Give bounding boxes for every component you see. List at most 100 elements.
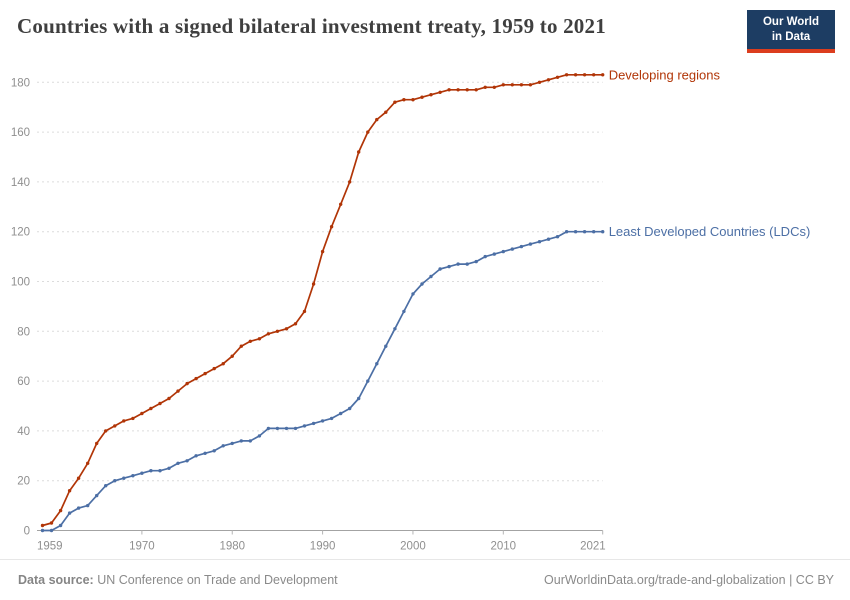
series-marker-least-developed-countries-ldcs-1965 — [95, 493, 99, 498]
series-marker-developing-regions-1990 — [320, 249, 325, 254]
x-axis-tick-label-2010: 2010 — [491, 541, 517, 553]
series-marker-developing-regions-2014 — [537, 80, 542, 85]
series-marker-developing-regions-2007 — [474, 88, 478, 92]
series-marker-least-developed-countries-ldcs-2016 — [555, 235, 560, 239]
series-marker-least-developed-countries-ldcs-1964 — [86, 503, 90, 508]
series-marker-least-developed-countries-ldcs-1970 — [140, 471, 144, 475]
series-line-developing-regions — [41, 73, 604, 527]
series-marker-developing-regions-1997 — [384, 110, 388, 114]
footer-citation: OurWorldinData.org/trade-and-globalizati… — [544, 573, 834, 587]
data-source-label: Data source: — [18, 573, 94, 587]
series-marker-developing-regions-1985 — [275, 329, 280, 333]
series-label-least-developed-countries-ldcs[interactable]: Least Developed Countries (LDCs) — [609, 224, 811, 239]
y-axis-tick-label-140: 140 — [11, 177, 30, 189]
series-marker-developing-regions-1981 — [239, 344, 243, 348]
series-marker-least-developed-countries-ldcs-1980 — [230, 441, 234, 446]
series-marker-developing-regions-1973 — [167, 396, 171, 401]
series-marker-least-developed-countries-ldcs-1990 — [320, 419, 325, 423]
y-axis-tick-label-160: 160 — [11, 127, 30, 139]
series-marker-developing-regions-2017 — [564, 73, 569, 77]
series-marker-developing-regions-1987 — [293, 322, 298, 326]
series-marker-least-developed-countries-ldcs-1992 — [339, 411, 343, 416]
series-marker-least-developed-countries-ldcs-1991 — [329, 416, 334, 421]
series-marker-least-developed-countries-ldcs-1966 — [104, 484, 108, 488]
series-label-developing-regions[interactable]: Developing regions — [609, 67, 721, 82]
chart-footer: Data source: UN Conference on Trade and … — [0, 559, 850, 600]
chart-title: Countries with a signed bilateral invest… — [17, 14, 606, 38]
series-marker-least-developed-countries-ldcs-1999 — [402, 309, 406, 314]
series-marker-least-developed-countries-ldcs-1971 — [149, 469, 153, 473]
series-marker-developing-regions-1984 — [266, 332, 271, 336]
series-marker-least-developed-countries-ldcs-2014 — [537, 240, 542, 244]
owid-url-link[interactable]: OurWorldinData.org/trade-and-globalizati… — [544, 573, 786, 587]
y-axis-tick-label-80: 80 — [17, 326, 30, 338]
series-marker-developing-regions-2004 — [447, 88, 451, 92]
series-marker-least-developed-countries-ldcs-1978 — [212, 449, 216, 453]
series-marker-least-developed-countries-ldcs-2007 — [474, 259, 478, 264]
series-marker-developing-regions-1970 — [140, 411, 144, 416]
series-marker-least-developed-countries-ldcs-1977 — [203, 451, 207, 455]
series-marker-developing-regions-1971 — [149, 406, 153, 411]
series-marker-developing-regions-1963 — [76, 476, 81, 480]
owid-logo[interactable]: Our World in Data — [747, 10, 835, 53]
series-marker-least-developed-countries-ldcs-1989 — [311, 421, 316, 426]
series-marker-least-developed-countries-ldcs-1996 — [375, 362, 379, 366]
series-marker-least-developed-countries-ldcs-1998 — [393, 327, 397, 331]
series-marker-least-developed-countries-ldcs-2004 — [447, 264, 451, 269]
series-marker-least-developed-countries-ldcs-1967 — [113, 479, 117, 483]
series-marker-least-developed-countries-ldcs-1968 — [122, 476, 126, 480]
series-marker-least-developed-countries-ldcs-1975 — [185, 459, 189, 463]
series-marker-developing-regions-1983 — [257, 337, 262, 341]
series-marker-least-developed-countries-ldcs-1985 — [275, 426, 280, 431]
x-axis-tick-label-1980: 1980 — [219, 541, 245, 553]
series-marker-least-developed-countries-ldcs-1972 — [158, 469, 162, 473]
series-marker-developing-regions-1999 — [402, 98, 406, 102]
series-marker-developing-regions-2016 — [555, 75, 560, 80]
series-marker-developing-regions-1976 — [194, 376, 198, 381]
series-marker-developing-regions-2006 — [465, 88, 469, 92]
series-marker-least-developed-countries-ldcs-1993 — [348, 406, 352, 411]
series-marker-developing-regions-1988 — [302, 309, 307, 314]
series-marker-least-developed-countries-ldcs-2012 — [519, 244, 524, 249]
x-axis-tick-label-1959: 1959 — [37, 541, 63, 553]
series-marker-developing-regions-2003 — [438, 90, 442, 95]
series-marker-developing-regions-1998 — [393, 100, 397, 104]
series-marker-least-developed-countries-ldcs-1963 — [76, 506, 81, 510]
x-axis-tick-label-2021: 2021 — [580, 541, 606, 553]
series-marker-developing-regions-2010 — [501, 83, 505, 87]
series-marker-least-developed-countries-ldcs-1959 — [40, 528, 45, 533]
y-axis-tick-label-40: 40 — [17, 426, 30, 438]
series-marker-developing-regions-2008 — [483, 85, 487, 90]
series-marker-least-developed-countries-ldcs-1995 — [366, 379, 370, 383]
series-marker-least-developed-countries-ldcs-1976 — [194, 454, 198, 458]
series-marker-developing-regions-1977 — [203, 371, 207, 376]
series-marker-developing-regions-1961 — [58, 508, 63, 513]
data-source-text: UN Conference on Trade and Development — [93, 573, 338, 587]
data-source-note: Data source: UN Conference on Trade and … — [18, 573, 338, 587]
license-label: CC BY — [795, 573, 834, 587]
series-marker-developing-regions-2015 — [546, 78, 551, 82]
owid-logo-text-line1: Our World — [762, 16, 819, 28]
series-marker-least-developed-countries-ldcs-2019 — [582, 230, 587, 234]
series-marker-developing-regions-1979 — [221, 362, 225, 366]
series-marker-least-developed-countries-ldcs-1974 — [176, 461, 180, 465]
series-marker-least-developed-countries-ldcs-1984 — [266, 426, 271, 431]
series-marker-developing-regions-1960 — [49, 521, 54, 525]
series-marker-least-developed-countries-ldcs-2021 — [601, 230, 605, 234]
series-marker-least-developed-countries-ldcs-1960 — [49, 528, 54, 533]
series-marker-developing-regions-1966 — [104, 429, 108, 433]
series-marker-developing-regions-1993 — [348, 180, 352, 184]
series-marker-developing-regions-1964 — [86, 461, 90, 465]
series-marker-least-developed-countries-ldcs-2017 — [564, 230, 569, 234]
owid-logo-text-line2: in Data — [771, 30, 811, 43]
series-marker-developing-regions-2005 — [456, 88, 460, 92]
series-marker-least-developed-countries-ldcs-2009 — [492, 252, 496, 256]
series-marker-developing-regions-1980 — [230, 354, 234, 358]
series-marker-developing-regions-1995 — [366, 130, 370, 134]
series-marker-developing-regions-2019 — [582, 73, 587, 77]
series-marker-developing-regions-1996 — [375, 117, 379, 122]
series-marker-least-developed-countries-ldcs-2000 — [411, 292, 415, 296]
series-marker-developing-regions-1959 — [40, 523, 45, 528]
series-marker-least-developed-countries-ldcs-2020 — [592, 230, 596, 234]
series-marker-developing-regions-2018 — [573, 73, 578, 77]
